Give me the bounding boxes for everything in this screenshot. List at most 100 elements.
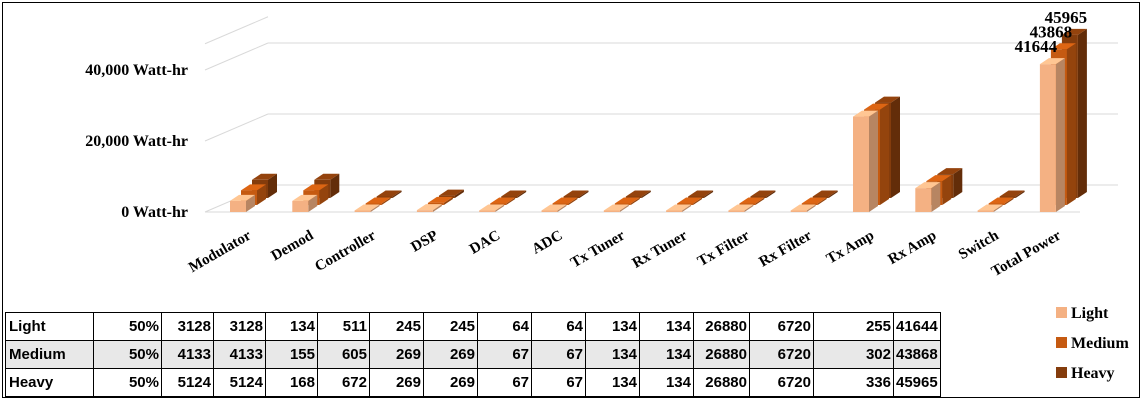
bar-medium-5 bbox=[552, 197, 578, 205]
bar-front bbox=[416, 210, 433, 212]
bar-top bbox=[977, 204, 1003, 211]
bar-side bbox=[432, 204, 442, 212]
category-label: Tx Amp bbox=[824, 228, 877, 268]
bar-heavy-3 bbox=[438, 189, 464, 198]
bar-heavy-6 bbox=[625, 190, 651, 198]
bar-light-12 bbox=[977, 204, 1003, 212]
bar-front bbox=[490, 203, 507, 205]
table-cell: 64 bbox=[477, 312, 532, 341]
table-cell: 26880 bbox=[693, 340, 750, 369]
bar-side bbox=[1066, 43, 1076, 205]
bar-side bbox=[381, 197, 391, 205]
bar-side bbox=[682, 204, 692, 212]
bar-medium-2 bbox=[365, 197, 391, 205]
bar-side bbox=[806, 204, 816, 212]
bar-front bbox=[677, 203, 694, 205]
bar-top bbox=[241, 184, 266, 191]
table-cell: 41644 bbox=[893, 312, 941, 341]
category-label: Tx Filter bbox=[695, 227, 753, 270]
bar-top bbox=[853, 110, 878, 117]
legend-item-light: Light bbox=[1056, 305, 1109, 322]
table-cell: 672 bbox=[317, 368, 370, 397]
bar-light-3 bbox=[416, 204, 442, 212]
table-cell: 45965 bbox=[893, 368, 941, 397]
table-row: Light 50% 3128 3128 134 511 245 245 64 64 134 134 26… bbox=[5, 312, 941, 341]
y-tick-label: 40,000 Watt-hr bbox=[85, 62, 188, 79]
table-cell: 245 bbox=[423, 312, 478, 341]
bar-light-10 bbox=[853, 110, 878, 212]
bar-side bbox=[880, 103, 889, 205]
category-label: ADC bbox=[529, 228, 565, 258]
bar-front bbox=[790, 210, 807, 212]
bar-side bbox=[630, 197, 640, 205]
table-cell: 6720 bbox=[749, 312, 814, 341]
table-row-label: Heavy bbox=[5, 368, 94, 397]
legend-swatch bbox=[1056, 307, 1067, 318]
bar-light-7 bbox=[666, 204, 692, 212]
bar-side bbox=[1055, 58, 1065, 212]
bar-medium-7 bbox=[677, 197, 703, 205]
bar-side bbox=[993, 204, 1003, 212]
bar-light-0 bbox=[230, 194, 255, 212]
table-cell: 134 bbox=[265, 312, 318, 341]
bar-side bbox=[517, 190, 527, 198]
bar-top bbox=[552, 197, 578, 204]
bar-top bbox=[750, 190, 776, 197]
bar-heavy-5 bbox=[563, 190, 589, 198]
bar-front bbox=[552, 203, 569, 205]
table-cell: 6720 bbox=[749, 340, 814, 369]
bar-side bbox=[869, 110, 878, 212]
bar-side bbox=[1004, 197, 1014, 205]
bar-medium-6 bbox=[614, 197, 640, 205]
bar-front bbox=[988, 203, 1005, 205]
table-cell: 134 bbox=[639, 312, 694, 341]
table-cell: 134 bbox=[639, 340, 694, 369]
table-cell: 245 bbox=[369, 312, 424, 341]
table-cell: 3128 bbox=[213, 312, 266, 341]
category-label: Switch bbox=[956, 227, 1002, 263]
bar-top bbox=[314, 173, 340, 180]
y-tick-label: 20,000 Watt-hr bbox=[85, 133, 188, 150]
bar-front bbox=[354, 210, 371, 212]
category-label: Rx Filter bbox=[757, 227, 815, 270]
bar-light-5 bbox=[541, 204, 567, 212]
bar-front bbox=[688, 196, 705, 198]
bar-side bbox=[817, 197, 827, 205]
bar-heavy-12 bbox=[999, 190, 1025, 198]
legend-swatch bbox=[1056, 337, 1067, 348]
bar-front bbox=[750, 196, 767, 198]
bar-front bbox=[977, 210, 994, 212]
data-label: 45965 bbox=[1045, 8, 1088, 27]
table-cell: 302 bbox=[813, 340, 894, 369]
bar-top bbox=[303, 184, 329, 191]
table-cell: 26880 bbox=[693, 312, 750, 341]
bar-top bbox=[915, 182, 941, 189]
bar-side bbox=[744, 204, 754, 212]
table-cell: 255 bbox=[813, 312, 894, 341]
category-label: Modulator bbox=[186, 227, 254, 276]
bar-light-4 bbox=[479, 204, 505, 212]
bar-side bbox=[506, 197, 516, 205]
bar-top bbox=[479, 204, 505, 211]
bar-front bbox=[501, 196, 518, 198]
bar-front bbox=[603, 210, 620, 212]
bar-front bbox=[230, 200, 246, 212]
legend-item-medium: Medium bbox=[1056, 335, 1129, 352]
grid-line-side bbox=[204, 113, 269, 142]
bar-top bbox=[416, 204, 442, 211]
table-cell: 168 bbox=[265, 368, 318, 397]
bar-top bbox=[1039, 58, 1065, 65]
bar-side bbox=[891, 96, 900, 198]
bar-heavy-4 bbox=[501, 190, 527, 198]
bar-top bbox=[252, 173, 277, 180]
bar-light-11 bbox=[915, 182, 941, 212]
table-cell: 5124 bbox=[213, 368, 266, 397]
bar-heavy-8 bbox=[750, 190, 776, 198]
table-cell: 50% bbox=[93, 368, 162, 397]
bar-light-1 bbox=[292, 194, 318, 212]
bar-top bbox=[365, 197, 391, 204]
table-row: Heavy 50% 5124 5124 168 672 269 269 67 67 134 134 26… bbox=[5, 368, 941, 397]
bar-front bbox=[541, 210, 558, 212]
y-tick-label: 0 Watt-hr bbox=[121, 204, 188, 221]
table-cell: 26880 bbox=[693, 368, 750, 397]
